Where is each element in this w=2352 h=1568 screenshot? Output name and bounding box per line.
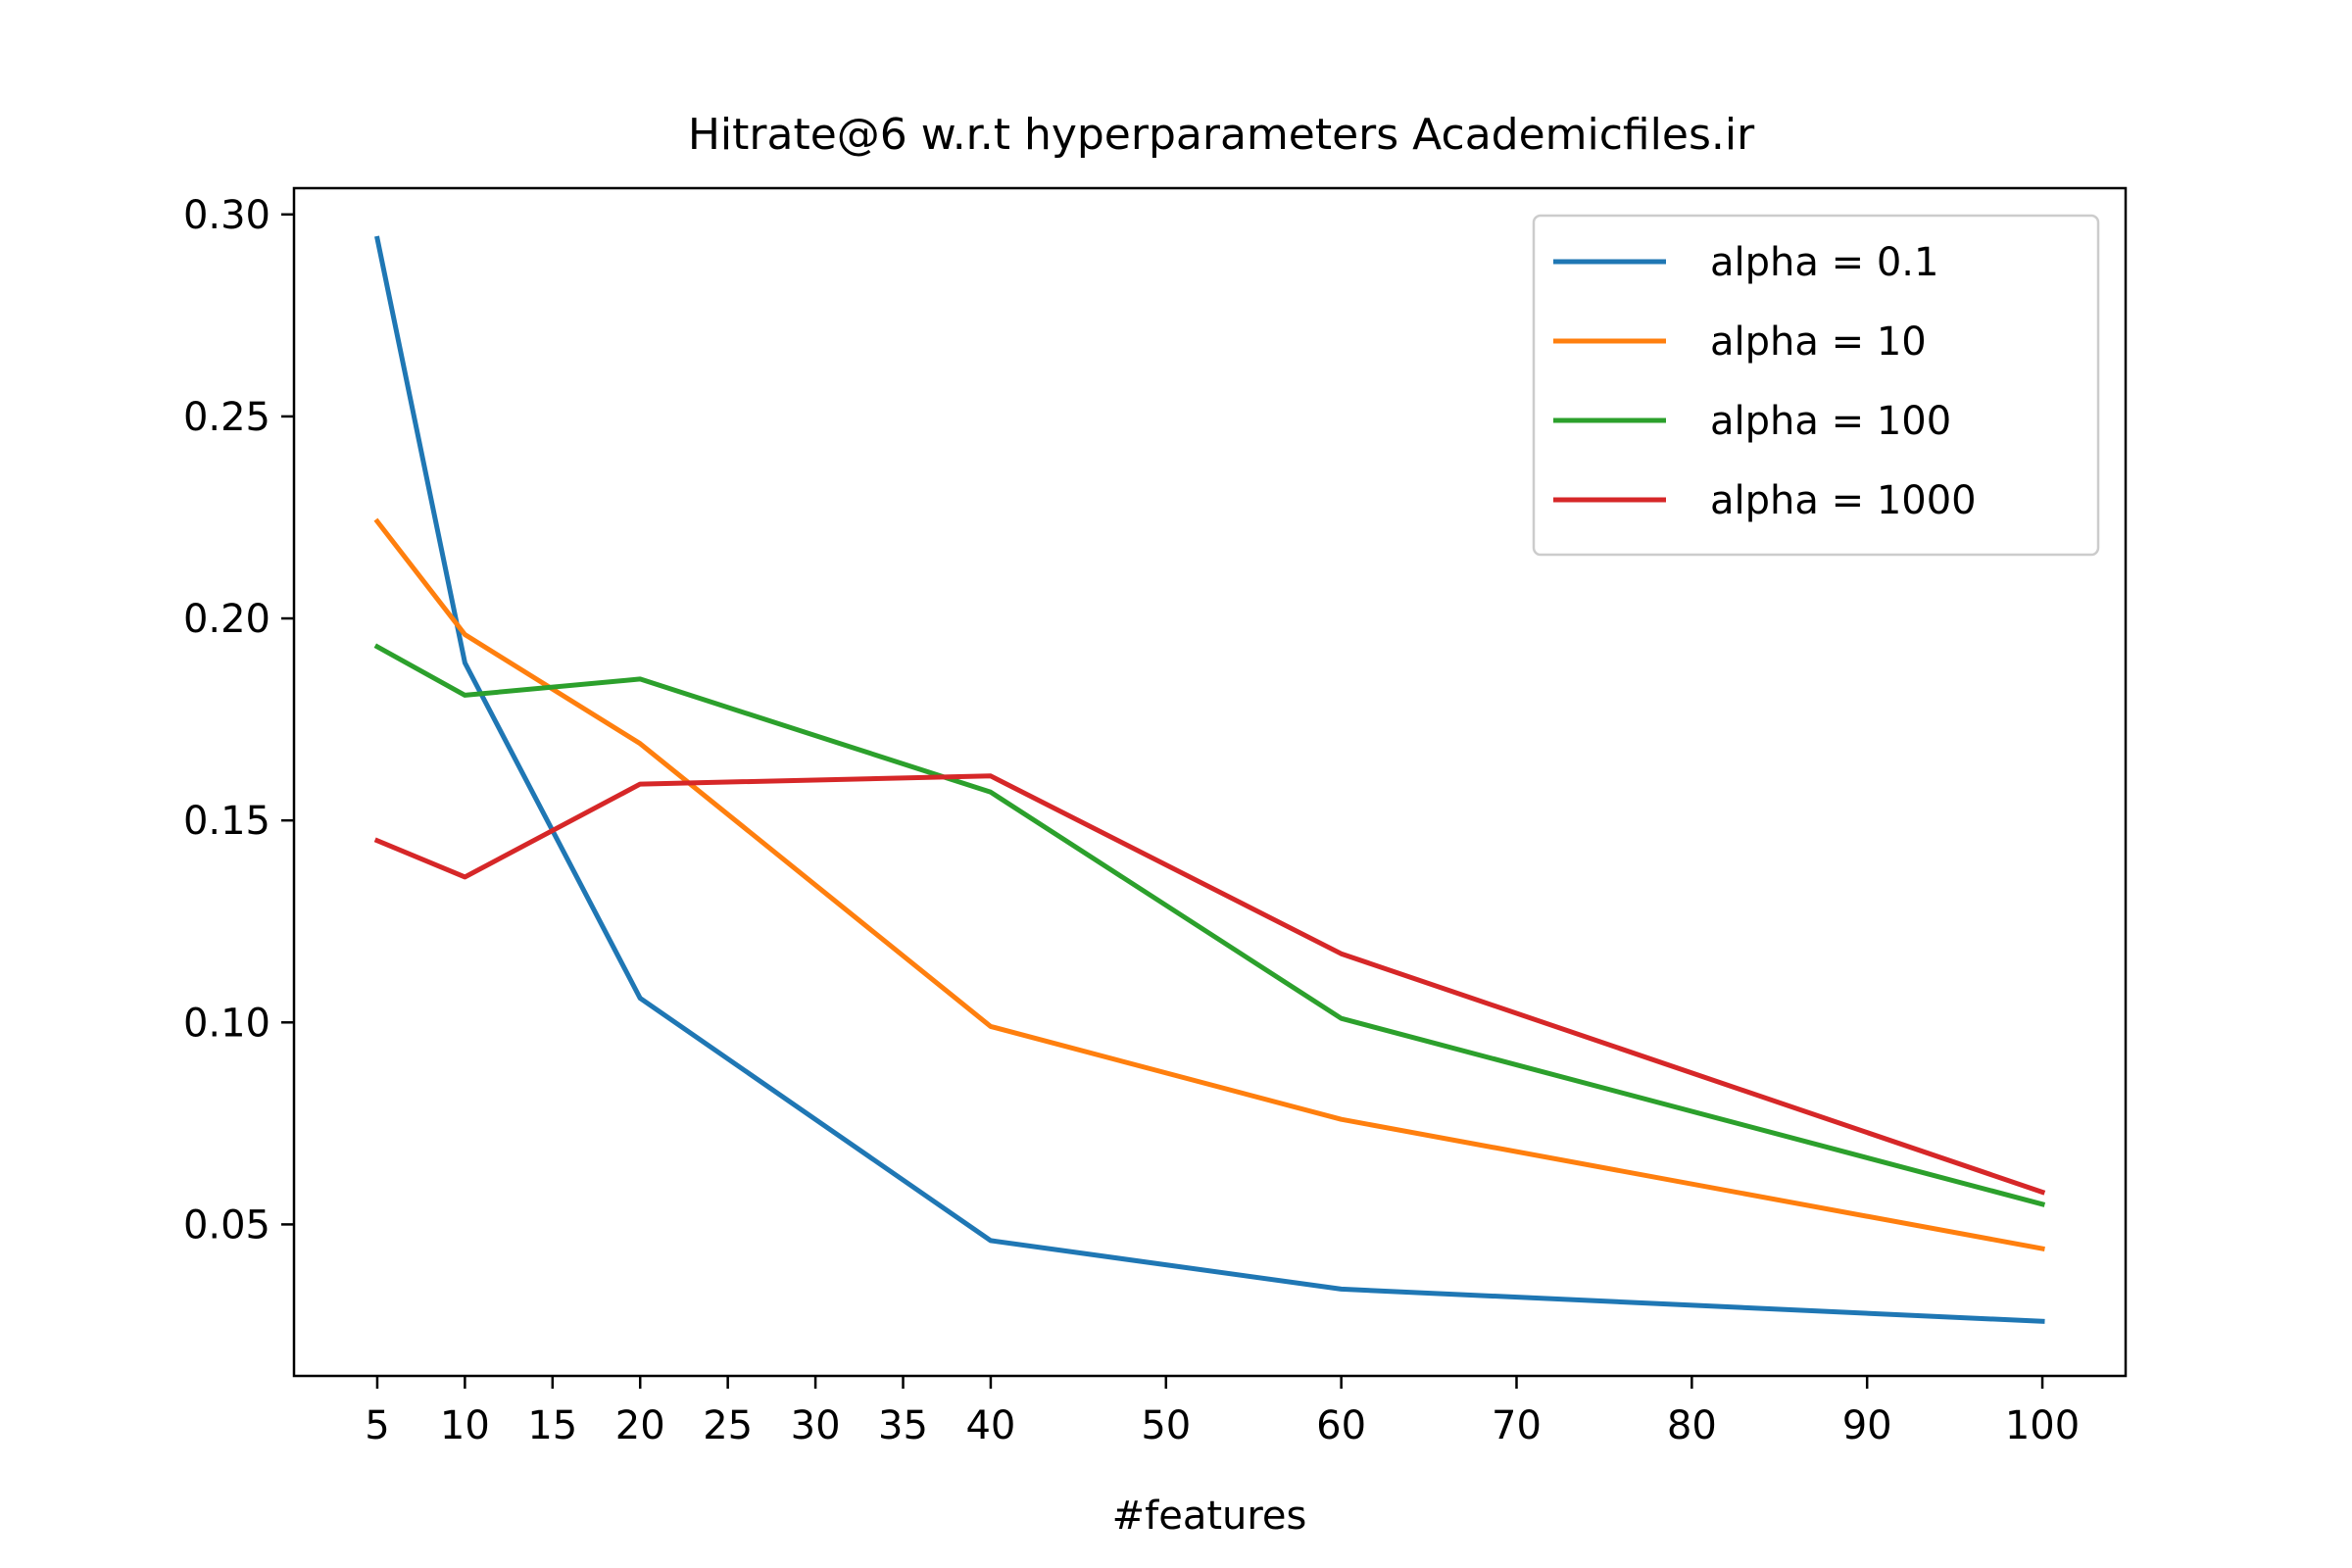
- x-axis-label: #features: [1112, 1494, 1307, 1539]
- x-tick-label: 25: [703, 1403, 753, 1448]
- x-tick-label: 10: [440, 1403, 490, 1448]
- x-tick-label: 5: [365, 1403, 389, 1448]
- legend-label-2: alpha = 100: [1710, 399, 1951, 444]
- legend-box: [1532, 214, 2100, 557]
- legend-label-3: alpha = 1000: [1710, 478, 1977, 523]
- series-line-2: [373, 643, 2046, 1207]
- x-tick-label: 100: [2005, 1403, 2080, 1448]
- y-axis: 0.05 0.10 0.15 0.20 0.25 0.30: [183, 193, 294, 1248]
- legend-label-0: alpha = 0.1: [1710, 240, 1938, 285]
- series-line-1: [373, 517, 2045, 1252]
- x-axis: 5 10 15 20 25 30 35 40 50 60 70 80 90 100: [365, 1376, 2080, 1448]
- x-tick-label: 90: [1842, 1403, 1892, 1448]
- x-tick-label: 80: [1667, 1403, 1717, 1448]
- x-tick-label: 20: [615, 1403, 665, 1448]
- y-tick-label: 0.15: [183, 799, 270, 844]
- x-tick-label: 15: [527, 1403, 577, 1448]
- plot-frame: [292, 186, 2128, 1378]
- y-tick-label: 0.25: [183, 395, 270, 440]
- y-tick-label: 0.20: [183, 597, 270, 642]
- series-line-0: [374, 235, 2045, 1324]
- chart-title: Hitrate@6 w.r.t hyperparameters Academic…: [688, 110, 1755, 160]
- legend-label-1: alpha = 10: [1710, 319, 1927, 365]
- y-tick-label: 0.05: [183, 1202, 270, 1248]
- x-tick-label: 30: [791, 1403, 841, 1448]
- x-tick-label: 60: [1316, 1403, 1366, 1448]
- series-line-3: [373, 773, 2046, 1196]
- x-tick-label: 40: [965, 1403, 1015, 1448]
- x-tick-label: 70: [1492, 1403, 1542, 1448]
- y-tick-label: 0.30: [183, 193, 270, 238]
- series-layer: [373, 235, 2046, 1324]
- legend: alpha = 0.1 alpha = 10 alpha = 100 alpha = …: [1532, 214, 2100, 557]
- x-tick-label: 35: [878, 1403, 928, 1448]
- x-tick-label: 50: [1141, 1403, 1191, 1448]
- y-tick-label: 0.10: [183, 1001, 270, 1046]
- legend-items: alpha = 0.1 alpha = 10 alpha = 100 alpha = …: [1553, 240, 1977, 523]
